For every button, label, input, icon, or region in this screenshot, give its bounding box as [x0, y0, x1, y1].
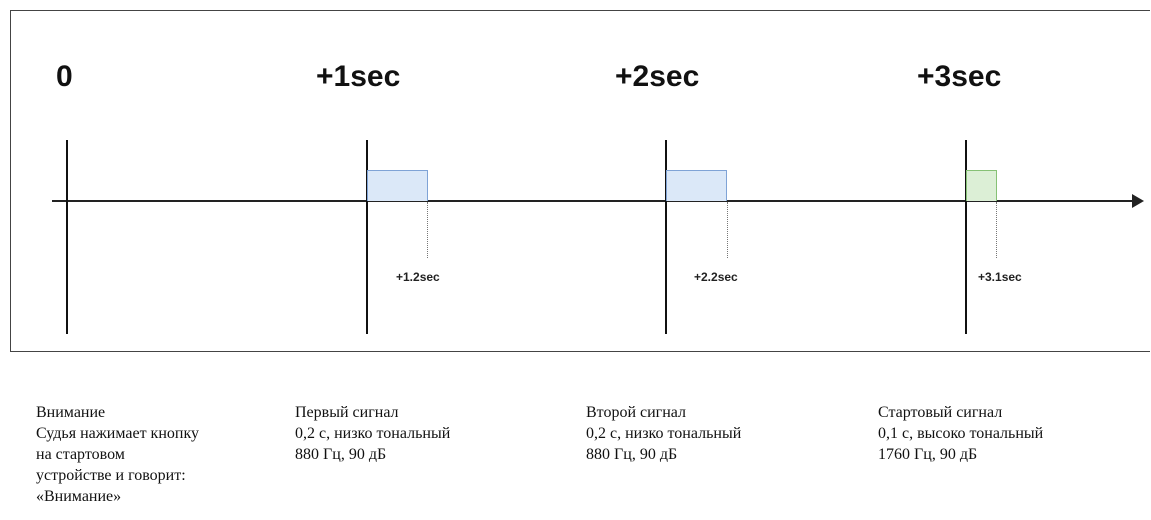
tick-label-2sec: +2sec: [615, 60, 700, 93]
description-line: Стартовый сигнал: [878, 404, 1003, 421]
first-signal-end-marker: [427, 202, 428, 258]
first-signal-description: Первый сигнал 0,2 с, низко тональный 880…: [295, 402, 450, 465]
description-line: «Внимание»: [36, 488, 122, 505]
description-line: 880 Гц, 90 дБ: [295, 446, 387, 463]
description-line: Первый сигнал: [295, 404, 399, 421]
second-signal-description: Второй сигнал 0,2 с, низко тональный 880…: [586, 402, 741, 465]
description-line: Внимание: [36, 404, 106, 421]
description-line: 0,2 с, низко тональный: [586, 425, 742, 442]
second-signal-pulse: [666, 170, 727, 201]
tick-label-3sec: +3sec: [917, 60, 1002, 93]
description-line: Судья нажимает кнопку: [36, 425, 199, 442]
description-line: 1760 Гц, 90 дБ: [878, 446, 978, 463]
start-signal-end-label: +3.1sec: [978, 270, 1022, 284]
description-line: 0,1 с, высоко тональный: [878, 425, 1044, 442]
second-signal-end-marker: [727, 202, 728, 258]
attention-description: Внимание Судья нажимает кнопку на старто…: [36, 402, 199, 507]
start-signal-pulse: [966, 170, 997, 201]
first-signal-end-label: +1.2sec: [396, 270, 440, 284]
marker-line-2sec: [665, 140, 667, 334]
time-axis: [52, 200, 1134, 202]
description-line: 880 Гц, 90 дБ: [586, 446, 678, 463]
description-line: Второй сигнал: [586, 404, 687, 421]
description-line: устройстве и говорит:: [36, 467, 186, 484]
tick-label-0: 0: [56, 60, 73, 93]
description-line: на стартовом: [36, 446, 125, 463]
marker-line-1sec: [366, 140, 368, 334]
second-signal-end-label: +2.2sec: [694, 270, 738, 284]
axis-arrow-icon: [1132, 194, 1144, 208]
marker-line-0: [66, 140, 68, 334]
description-line: 0,2 с, низко тональный: [295, 425, 451, 442]
start-signal-description: Стартовый сигнал 0,1 с, высоко тональный…: [878, 402, 1043, 465]
start-signal-end-marker: [996, 202, 997, 258]
marker-line-3sec: [965, 140, 967, 334]
first-signal-pulse: [367, 170, 428, 201]
tick-label-1sec: +1sec: [316, 60, 401, 93]
diagram-frame: [10, 10, 1150, 352]
